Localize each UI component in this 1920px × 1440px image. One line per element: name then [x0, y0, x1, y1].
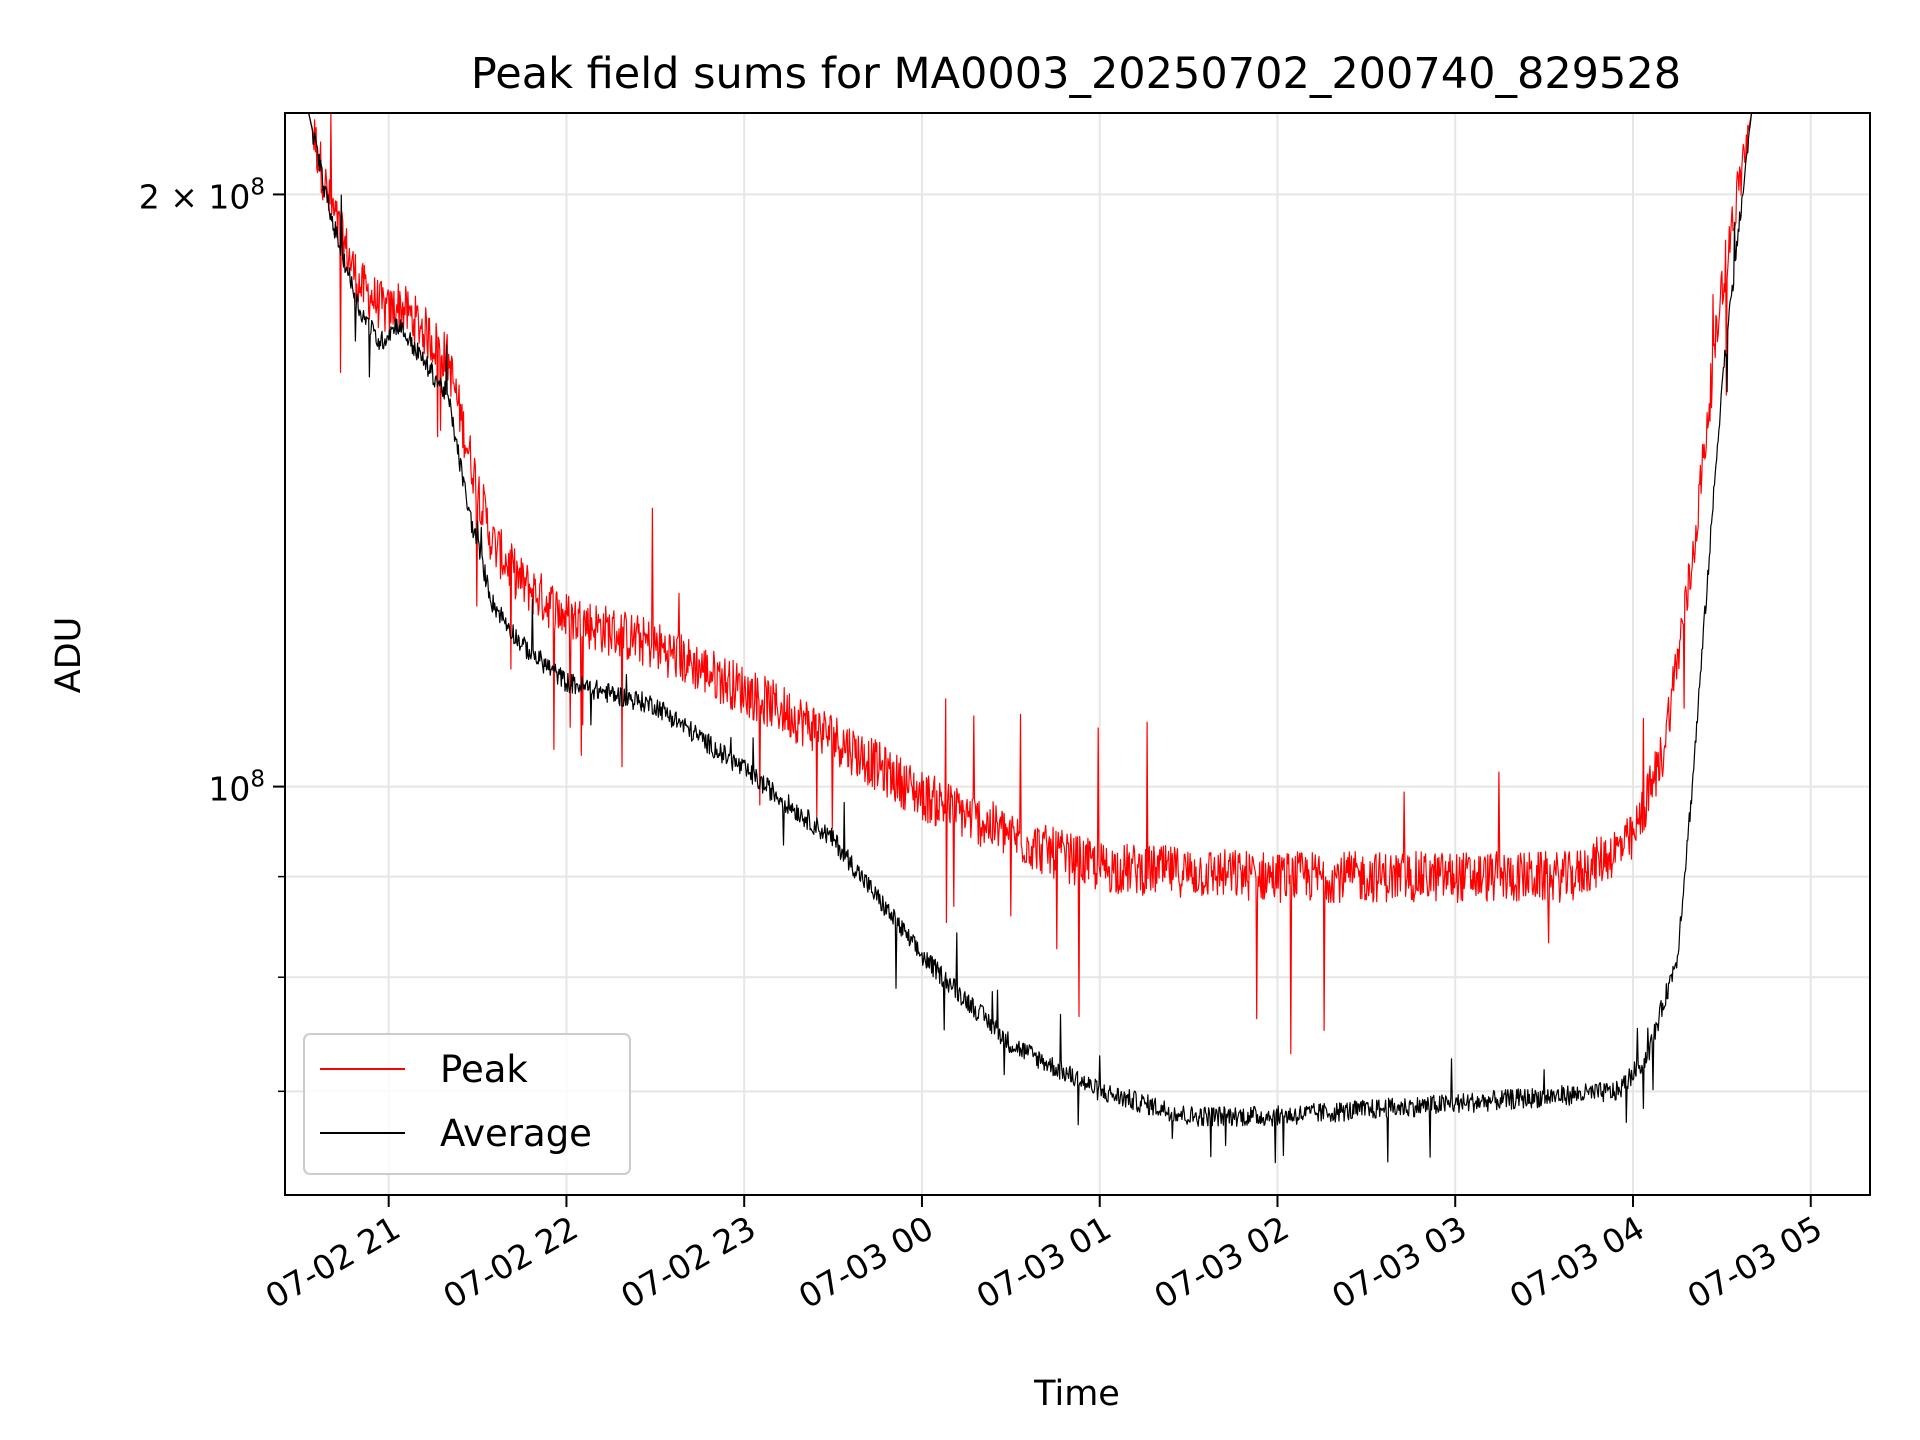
legend-label-average: Average — [440, 1112, 592, 1155]
y-tick-exp: 8 — [250, 174, 265, 200]
y-axis-label: ADU — [49, 617, 89, 694]
legend: Peak Average — [303, 1033, 631, 1175]
y-tick-label: 2 × 108 — [139, 174, 265, 216]
y-tick-base: 10 — [208, 770, 250, 809]
series-line-peak — [285, 113, 1870, 1055]
chart-title: Peak field sums for MA0003_20250702_2007… — [471, 49, 1681, 99]
series-line-average — [285, 113, 1870, 1164]
y-tick-label: 108 — [208, 767, 265, 809]
y-tick-base: 10 — [208, 177, 250, 216]
legend-label-peak: Peak — [440, 1048, 528, 1091]
x-axis-label: Time — [1033, 1374, 1120, 1414]
y-tick-coef: 2 × — [139, 177, 209, 216]
grid — [285, 113, 1870, 1195]
y-tick-exp: 8 — [250, 767, 265, 793]
series-layer — [285, 113, 1870, 1164]
plot-frame — [284, 112, 1871, 1196]
